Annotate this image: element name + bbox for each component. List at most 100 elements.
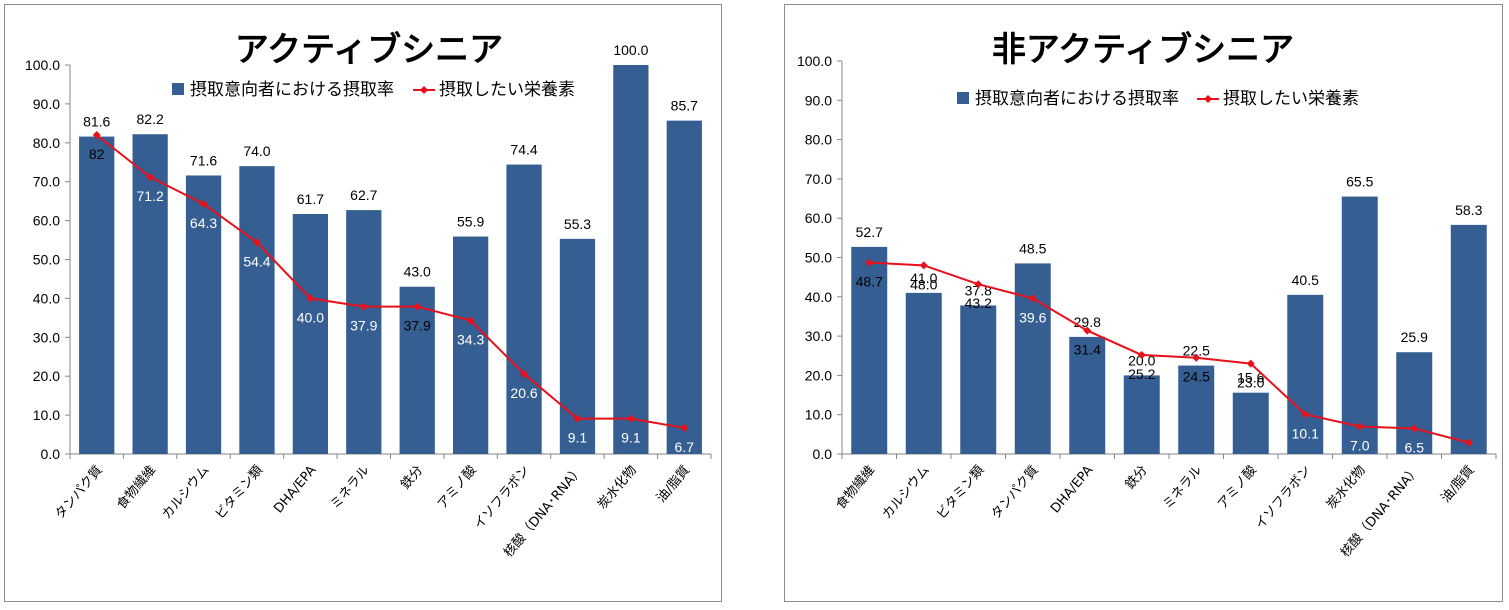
y-tick-label: 90.0 [33,96,60,112]
bar-8 [1232,392,1269,454]
line-value-label: 71.2 [137,188,164,204]
line-value-label: 48.0 [910,276,937,292]
category-label: アミノ酸 [1215,463,1260,512]
line-point-11 [1410,424,1419,433]
line-value-label: 37.9 [350,318,377,334]
bar-12 [666,120,702,454]
bar-value-label: 43.0 [404,264,431,280]
line-value-label: 24.5 [1183,369,1210,385]
bar-value-label: 15.6 [1237,370,1264,386]
line-point-8 [1246,359,1255,368]
bar-6 [346,210,382,454]
legend-line-marker [1204,95,1212,103]
y-tick-label: 50.0 [805,250,832,266]
y-tick-label: 0.0 [813,446,833,462]
y-tick-label: 90.0 [805,92,832,108]
line-point-7 [1192,353,1201,362]
bar-value-label: 48.5 [1019,240,1046,256]
y-tick-label: 40.0 [805,289,832,305]
line-value-label: 6.7 [675,439,695,455]
bar-5 [292,213,329,454]
line-series [96,134,685,429]
y-tick-label: 70.0 [33,174,60,190]
category-label: 食物繊維 [833,462,879,512]
category-label: カルシウム [159,463,212,522]
category-label: 炭水化物 [1324,463,1369,512]
category-label: ビタミン類 [213,463,266,522]
line-point-2 [146,173,155,182]
line-value-label: 34.3 [457,332,484,348]
y-tick-label: 40.0 [33,290,60,306]
category-label: イソフラボン [1253,463,1315,532]
bar-3 [960,305,997,454]
bar-3 [185,175,222,454]
line-point-4 [1028,294,1037,303]
bar-value-label: 25.9 [1401,329,1428,345]
y-tick-label: 10.0 [33,407,60,423]
bar-value-label: 85.7 [671,98,698,114]
y-tick-label: 30.0 [33,329,60,345]
bar-4 [1014,263,1051,454]
line-series [869,261,1470,444]
legend-bar-label: 摂取意向者における摂取率 [190,80,394,100]
line-value-label: 10.1 [1292,425,1319,441]
bar-12 [1450,224,1487,454]
line-value-label: 54.4 [243,253,270,269]
bar-value-label: 58.3 [1455,202,1482,218]
bar-value-label: 82.2 [137,111,164,127]
y-tick-label: 60.0 [33,213,60,229]
category-label: 炭水化物 [595,463,640,512]
chart-active-senior: アクティブシニア 0.0 10.0 20.0 30.0 40.0 50.0 60.0 70.0 8… [25,30,712,560]
bar-value-label: 74.4 [510,142,537,158]
bar-1 [79,136,115,455]
bar-value-label: 55.3 [564,216,591,232]
bar-11 [1396,352,1433,454]
line-point-3 [974,280,983,289]
line-value-label: 37.9 [404,318,431,334]
chart-title: 非アクティブシニア [992,30,1294,70]
line-value-label: 48.7 [856,274,883,290]
legend-line-label: 摂取したい栄養素 [439,80,575,100]
y-tick-label: 20.0 [33,368,60,384]
line-value-label: 39.6 [1019,309,1046,325]
line-point-1 [865,258,874,267]
legend-line-marker [420,86,428,94]
bar-value-label: 74.0 [243,143,270,159]
y-tick-label: 20.0 [805,367,832,383]
line-point-7 [413,302,422,311]
line-point-6 [359,302,368,311]
bar-value-label: 71.6 [190,152,217,168]
y-tick-label: 60.0 [805,210,832,226]
line-value-label: 6.5 [1405,439,1425,455]
category-label: ミネラル [328,463,373,512]
category-label: DHA/EPA [1048,463,1096,517]
line-value-label: 7.0 [1350,437,1370,453]
chart-panel-inactive-senior: 非アクティブシニア 0.0 10.0 20.0 30.0 40.0 50.0 60.0 70.0… [784,4,1503,602]
legend-bar-swatch [957,92,969,104]
category-label: ビタミン類 [934,463,987,522]
bar-value-label: 62.7 [350,187,377,203]
category-label: イソフラボン [471,463,533,532]
line-value-label: 40.0 [297,309,324,325]
y-tick-label: 80.0 [33,135,60,151]
category-label: 鉄分 [398,463,426,493]
line-point-11 [626,414,635,423]
line-value-label: 23.0 [1237,375,1264,391]
chart-inactive-senior: 非アクティブシニア 0.0 10.0 20.0 30.0 40.0 50.0 60.0 70.0… [797,30,1497,560]
line-value-label: 25.2 [1128,366,1155,382]
line-value-label: 31.4 [1074,342,1101,358]
line-point-5 [306,294,315,303]
bar-10 [1341,196,1378,454]
line-point-12 [680,423,689,432]
category-label: タンパク質 [989,463,1042,522]
bar-9 [1287,294,1324,454]
bar-5 [1069,336,1106,454]
bar-11 [613,65,649,454]
legend-bar-label: 摂取意向者における摂取率 [975,89,1179,109]
category-label: 油/脂質 [654,463,693,506]
line-point-5 [1083,326,1092,335]
category-label: カルシウム [880,463,933,522]
line-value-label: 43.2 [965,295,992,311]
y-tick-label: 30.0 [805,328,832,344]
bar-8 [452,236,489,454]
